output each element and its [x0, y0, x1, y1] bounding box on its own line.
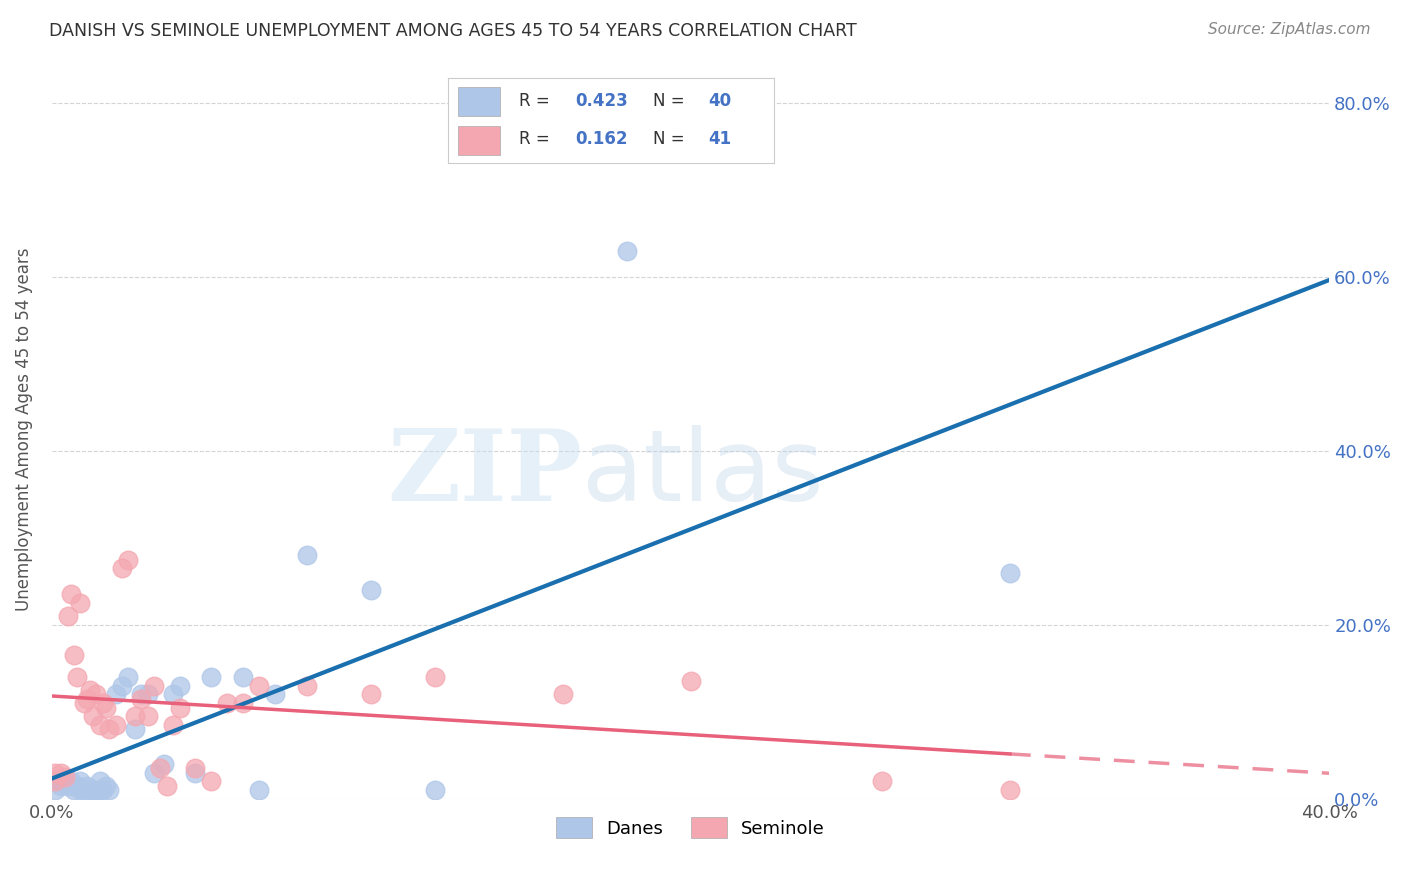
Point — [98, 783, 121, 797]
Y-axis label: Unemployment Among Ages 45 to 54 years: Unemployment Among Ages 45 to 54 years — [15, 247, 32, 611]
Point — [86, 783, 108, 797]
Point — [59, 587, 82, 601]
Point — [217, 696, 239, 710]
Point — [51, 779, 73, 793]
Point — [998, 566, 1021, 580]
Point — [73, 696, 96, 710]
Point — [59, 774, 82, 789]
Point — [169, 700, 191, 714]
Point — [44, 774, 66, 789]
Point — [679, 674, 702, 689]
Text: DANISH VS SEMINOLE UNEMPLOYMENT AMONG AGES 45 TO 54 YEARS CORRELATION CHART: DANISH VS SEMINOLE UNEMPLOYMENT AMONG AG… — [49, 22, 858, 40]
Point — [69, 783, 91, 797]
Point — [117, 552, 139, 566]
Point — [184, 761, 207, 775]
Point — [117, 670, 139, 684]
Point — [69, 774, 91, 789]
Point — [616, 244, 638, 258]
Point — [124, 723, 146, 737]
Point — [51, 765, 73, 780]
Point — [89, 774, 111, 789]
Point — [998, 783, 1021, 797]
Point — [297, 549, 319, 563]
Point — [66, 779, 89, 793]
Point — [94, 700, 117, 714]
Point — [169, 679, 191, 693]
Point — [98, 723, 121, 737]
Point — [89, 718, 111, 732]
Point — [551, 688, 574, 702]
Point — [111, 679, 134, 693]
Point — [136, 688, 159, 702]
Text: atlas: atlas — [582, 425, 824, 522]
Point — [56, 779, 79, 793]
Point — [91, 696, 114, 710]
Point — [247, 783, 270, 797]
Point — [156, 779, 179, 793]
Point — [360, 688, 382, 702]
Point — [53, 770, 76, 784]
Point — [91, 783, 114, 797]
Point — [247, 679, 270, 693]
Point — [232, 696, 254, 710]
Point — [129, 691, 152, 706]
Point — [44, 774, 66, 789]
Point — [129, 688, 152, 702]
Point — [89, 783, 111, 797]
Point — [82, 709, 104, 723]
Legend: Danes, Seminole: Danes, Seminole — [548, 810, 832, 846]
Point — [73, 783, 96, 797]
Point — [66, 670, 89, 684]
Point — [184, 765, 207, 780]
Point — [870, 774, 893, 789]
Point — [86, 688, 108, 702]
Point — [264, 688, 287, 702]
Text: ZIP: ZIP — [387, 425, 582, 522]
Point — [76, 691, 98, 706]
Point — [104, 718, 127, 732]
Point — [423, 783, 446, 797]
Point — [79, 783, 101, 797]
Text: Source: ZipAtlas.com: Source: ZipAtlas.com — [1208, 22, 1371, 37]
Point — [53, 774, 76, 789]
Point — [111, 561, 134, 575]
Point — [162, 688, 184, 702]
Point — [69, 596, 91, 610]
Point — [423, 670, 446, 684]
Point — [44, 783, 66, 797]
Point — [297, 679, 319, 693]
Point — [142, 765, 165, 780]
Point — [149, 761, 172, 775]
Point — [79, 683, 101, 698]
Point — [360, 583, 382, 598]
Point — [76, 779, 98, 793]
Point — [63, 648, 86, 663]
Point — [104, 688, 127, 702]
Point — [200, 774, 222, 789]
Point — [152, 757, 174, 772]
Point — [44, 765, 66, 780]
Point — [56, 609, 79, 624]
Point — [162, 718, 184, 732]
Point — [142, 679, 165, 693]
Point — [200, 670, 222, 684]
Point — [136, 709, 159, 723]
Point — [82, 783, 104, 797]
Point — [124, 709, 146, 723]
Point — [232, 670, 254, 684]
Point — [63, 783, 86, 797]
Point — [94, 779, 117, 793]
